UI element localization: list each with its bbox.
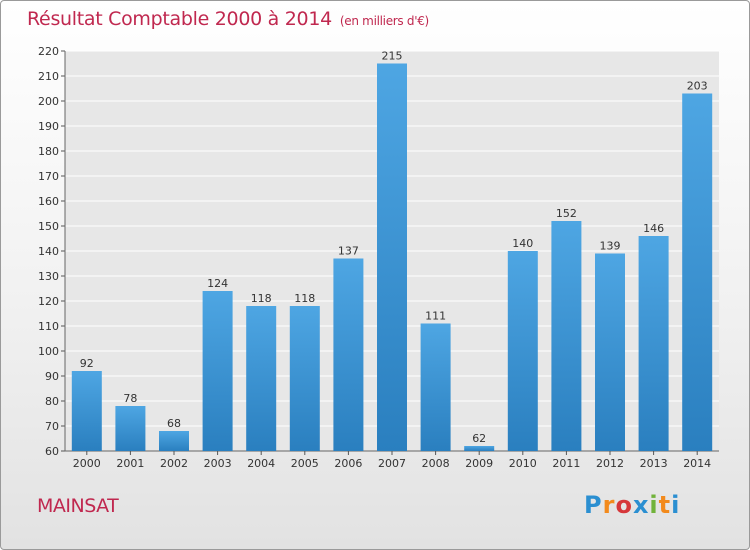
y-tick-label: 220	[38, 45, 59, 58]
y-tick-label: 180	[38, 145, 59, 158]
x-tick-label: 2014	[683, 457, 711, 470]
data-label: 137	[338, 245, 359, 258]
proxiti-logo: Proxiti	[584, 491, 680, 519]
y-tick-label: 200	[38, 95, 59, 108]
y-tick-label: 110	[38, 320, 59, 333]
bar	[638, 236, 669, 451]
y-tick-label: 140	[38, 245, 59, 258]
title-unit: (en milliers d'€)	[339, 14, 429, 28]
y-tick-label: 130	[38, 270, 59, 283]
y-tick-label: 190	[38, 120, 59, 133]
x-tick-label: 2011	[552, 457, 580, 470]
y-tick-label: 160	[38, 195, 59, 208]
x-tick-label: 2001	[116, 457, 144, 470]
y-tick-label: 170	[38, 170, 59, 183]
bar	[377, 63, 407, 451]
data-label: 146	[643, 222, 664, 235]
data-label: 111	[425, 310, 446, 323]
bar	[595, 253, 625, 451]
brand-letter: i	[671, 491, 681, 519]
bar	[115, 406, 146, 451]
chart-title: Résultat Comptable 2000 à 2014 (en millie…	[27, 8, 429, 30]
x-tick-label: 2008	[422, 457, 450, 470]
data-label: 215	[382, 50, 403, 63]
bar	[420, 323, 451, 451]
x-tick-label: 2013	[640, 457, 668, 470]
x-tick-label: 2006	[334, 457, 362, 470]
y-tick-label: 150	[38, 220, 59, 233]
title-text: Résultat Comptable 2000 à 2014	[27, 8, 332, 30]
data-label: 78	[123, 392, 137, 405]
data-label: 203	[687, 80, 708, 93]
y-tick-label: 90	[45, 370, 59, 383]
x-tick-label: 2010	[509, 457, 537, 470]
bar	[246, 306, 277, 451]
data-label: 140	[512, 237, 533, 250]
x-tick-label: 2005	[291, 457, 319, 470]
x-tick-label: 2007	[378, 457, 406, 470]
data-label: 124	[207, 277, 228, 290]
y-tick-label: 210	[38, 70, 59, 83]
place-name: MAINSAT	[37, 495, 119, 517]
bar	[464, 446, 495, 451]
x-tick-label: 2003	[204, 457, 232, 470]
brand-letter: r	[602, 491, 616, 519]
brand-letter: i	[649, 491, 659, 519]
data-label: 62	[472, 432, 486, 445]
bar	[333, 258, 364, 451]
y-tick-label: 60	[45, 445, 59, 458]
bar	[289, 306, 320, 451]
bar	[71, 371, 102, 451]
data-label: 152	[556, 207, 577, 220]
bar	[551, 221, 582, 451]
y-tick-label: 120	[38, 295, 59, 308]
x-tick-label: 2002	[160, 457, 188, 470]
brand-letter: o	[615, 491, 633, 519]
data-label: 139	[600, 240, 621, 253]
data-label: 68	[167, 417, 181, 430]
bar	[159, 431, 189, 451]
brand-letter: t	[658, 491, 672, 519]
y-tick-label: 100	[38, 345, 59, 358]
y-tick-label: 70	[45, 420, 59, 433]
x-tick-label: 2012	[596, 457, 624, 470]
brand-letter: P	[584, 491, 603, 519]
data-label: 118	[251, 292, 272, 305]
data-label: 118	[294, 292, 315, 305]
x-tick-label: 2009	[465, 457, 493, 470]
brand-letter: x	[632, 491, 650, 519]
y-tick-label: 80	[45, 395, 59, 408]
bar	[507, 251, 538, 451]
bar	[682, 93, 713, 451]
data-label: 92	[80, 357, 94, 370]
bar	[202, 291, 233, 451]
x-tick-label: 2004	[247, 457, 275, 470]
x-tick-label: 2000	[73, 457, 101, 470]
